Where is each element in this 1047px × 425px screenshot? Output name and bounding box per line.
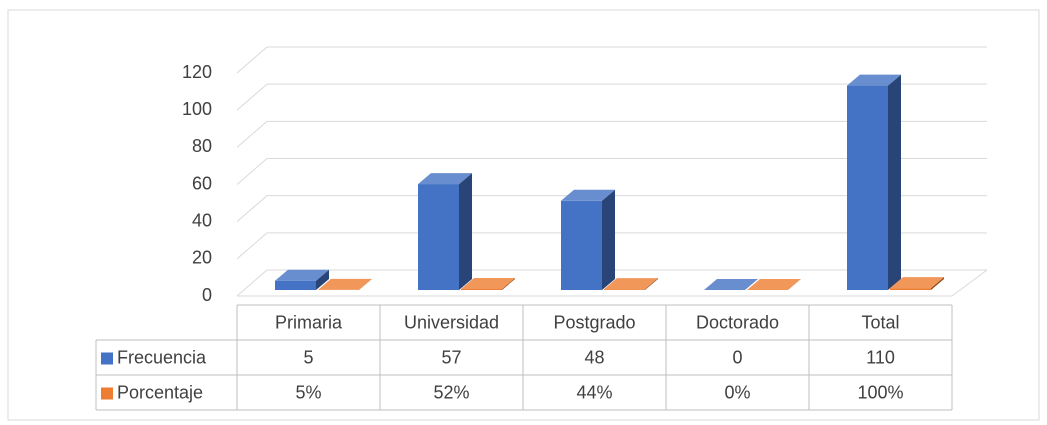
bar — [747, 279, 801, 290]
bar-face — [316, 269, 329, 290]
bar — [604, 278, 658, 290]
bar-face — [318, 278, 372, 290]
grid-line — [236, 269, 268, 297]
grid-line — [236, 158, 268, 185]
data-label: 5% — [295, 382, 321, 402]
bar-face — [461, 289, 502, 290]
data-label: 5 — [303, 347, 313, 367]
x-tick-label: Postgrado — [553, 312, 635, 332]
bar-face — [502, 278, 515, 290]
bar — [275, 269, 329, 290]
bar-face — [890, 288, 931, 290]
bar-face — [645, 278, 658, 290]
y-tick-label: 100 — [182, 99, 212, 119]
bar-face — [561, 189, 615, 201]
y-tick-label: 60 — [192, 173, 212, 193]
grid-line — [236, 195, 268, 223]
bar — [461, 278, 515, 290]
y-tick-label: 0 — [202, 285, 212, 305]
x-tick-label: Universidad — [404, 312, 499, 332]
data-label: 100% — [857, 382, 903, 402]
bar-face — [461, 278, 515, 290]
bar — [890, 277, 944, 290]
bar-face — [275, 280, 316, 290]
bar — [561, 189, 615, 290]
x-tick-label: Total — [861, 312, 899, 332]
bar-face — [890, 277, 944, 289]
bar — [318, 278, 372, 290]
bar-face — [418, 184, 459, 290]
data-label: 0 — [732, 347, 742, 367]
bar-face — [604, 289, 645, 290]
legend-swatch — [101, 352, 113, 365]
bar — [704, 279, 758, 290]
y-tick-label: 120 — [182, 62, 212, 82]
grid-line — [236, 46, 268, 74]
bar-face — [847, 85, 888, 290]
data-label: 110 — [866, 347, 895, 367]
data-label: 57 — [441, 347, 461, 367]
bar-face — [602, 189, 615, 290]
x-tick-label: Doctorado — [696, 312, 779, 332]
legend-label: Frecuencia — [117, 347, 207, 367]
bar-face — [704, 279, 758, 290]
bar-face — [931, 277, 944, 290]
bar-face — [275, 269, 329, 281]
legend-label: Porcentaje — [117, 382, 203, 402]
y-tick-label: 40 — [192, 210, 212, 230]
legend-swatch — [101, 387, 113, 400]
x-tick-label: Primaria — [275, 312, 343, 332]
data-label: 52% — [433, 382, 469, 402]
bar-face — [359, 278, 372, 290]
bar — [847, 74, 901, 290]
y-tick-label: 20 — [192, 248, 212, 268]
bar-face — [747, 279, 801, 290]
grid-line — [236, 120, 268, 148]
bar — [418, 173, 472, 290]
bar-face — [459, 173, 472, 290]
bar-face — [604, 278, 658, 290]
data-label: 48 — [584, 347, 604, 367]
y-tick-label: 80 — [192, 136, 212, 156]
bar-face — [561, 200, 602, 290]
bar-face — [418, 173, 472, 185]
grid-line — [236, 83, 268, 111]
data-label: 44% — [576, 382, 612, 402]
grid-line — [236, 232, 268, 260]
data-label: 0% — [724, 382, 750, 402]
bar-face — [847, 74, 901, 86]
floor-edge — [951, 269, 988, 297]
bar-face — [888, 74, 901, 290]
